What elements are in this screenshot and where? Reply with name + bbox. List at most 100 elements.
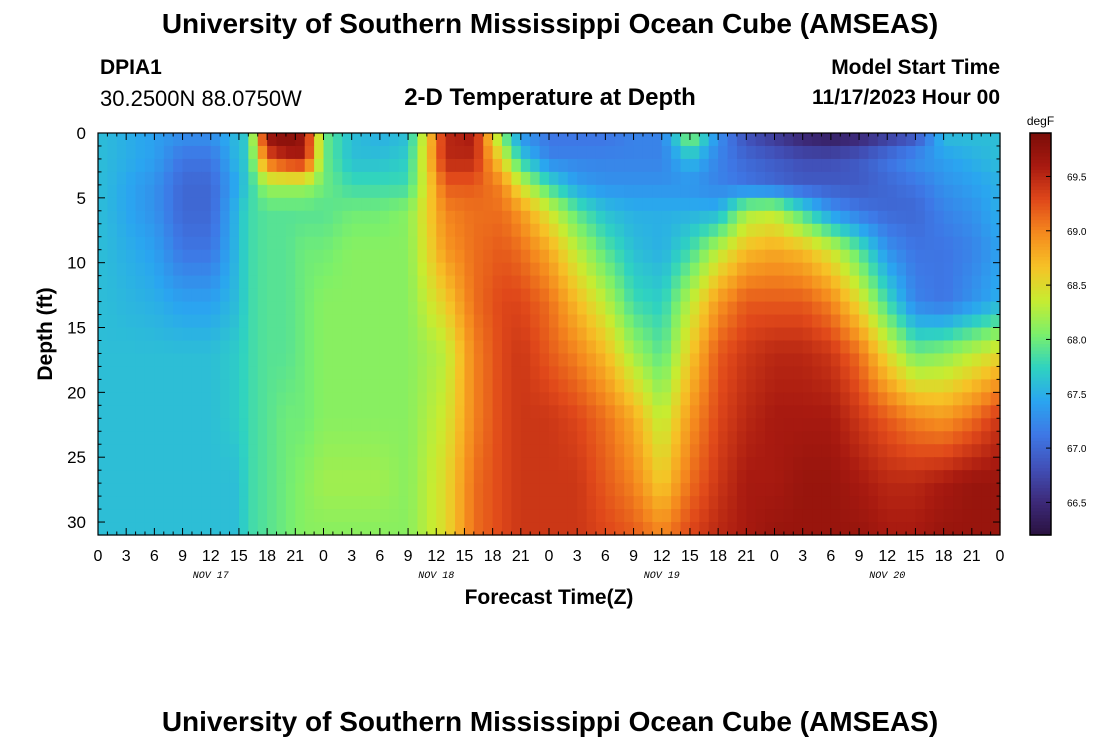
heatmap-cell: [248, 197, 259, 212]
heatmap-cell: [840, 444, 851, 458]
heatmap-cell: [981, 197, 992, 212]
heatmap-cell: [426, 210, 437, 225]
heatmap-cell: [539, 405, 550, 419]
heatmap-cell: [455, 522, 466, 536]
heatmap-cell: [154, 145, 165, 160]
heatmap-cell: [361, 158, 372, 173]
heatmap-cell: [765, 171, 776, 186]
heatmap-cell: [896, 158, 907, 173]
heatmap-cell: [389, 496, 400, 510]
heatmap-cell: [417, 444, 428, 458]
heatmap-cell: [652, 522, 663, 536]
heatmap-cell: [652, 262, 663, 277]
heatmap-cell: [398, 158, 409, 173]
heatmap-cell: [934, 431, 945, 445]
heatmap-cell: [990, 444, 1001, 458]
heatmap-cell: [680, 288, 691, 303]
heatmap-cell: [426, 249, 437, 264]
heatmap-cell: [323, 145, 334, 160]
heatmap-cell: [868, 509, 879, 523]
heatmap-cell: [295, 210, 306, 225]
heatmap-cell: [765, 133, 776, 147]
heatmap-cell: [295, 392, 306, 406]
heatmap-cell: [370, 444, 381, 458]
heatmap-cell: [840, 197, 851, 212]
heatmap-cell: [144, 301, 155, 316]
heatmap-cell: [567, 197, 578, 212]
heatmap-cell: [962, 353, 973, 368]
heatmap-cell: [652, 327, 663, 342]
heatmap-cell: [229, 288, 240, 303]
heatmap-cell: [191, 444, 202, 458]
heatmap-cell: [511, 158, 522, 173]
heatmap-cell: [887, 418, 898, 432]
heatmap-cell: [182, 470, 193, 484]
heatmap-cell: [351, 314, 362, 329]
heatmap-cell: [455, 223, 466, 238]
heatmap-cell: [135, 145, 146, 160]
heatmap-cell: [595, 444, 606, 458]
heatmap-cell: [323, 236, 334, 251]
heatmap-cell: [379, 236, 390, 251]
heatmap-cell: [652, 275, 663, 290]
heatmap-cell: [332, 314, 343, 329]
heatmap-cell: [398, 470, 409, 484]
heatmap-cell: [163, 340, 174, 355]
heatmap-cell: [107, 327, 118, 342]
heatmap-cell: [924, 133, 935, 147]
heatmap-cell: [351, 275, 362, 290]
heatmap-cell: [455, 288, 466, 303]
heatmap-cell: [953, 379, 964, 393]
heatmap-cell: [126, 431, 137, 445]
heatmap-cell: [802, 340, 813, 355]
x-tick-label: 18: [484, 548, 502, 565]
heatmap-cell: [314, 223, 325, 238]
heatmap-cell: [351, 392, 362, 406]
heatmap-cell: [830, 210, 841, 225]
heatmap-cell: [962, 457, 973, 471]
heatmap-cell: [276, 431, 287, 445]
heatmap-cell: [229, 470, 240, 484]
heatmap-cell: [276, 366, 287, 380]
heatmap-cell: [812, 314, 823, 329]
heatmap-cell: [267, 262, 278, 277]
heatmap-cell: [774, 418, 785, 432]
heatmap-cell: [859, 470, 870, 484]
heatmap-cell: [736, 522, 747, 536]
heatmap-cell: [671, 133, 682, 147]
colorbar-segment: [1030, 213, 1051, 218]
heatmap-cell: [248, 327, 259, 342]
heatmap-cell: [389, 418, 400, 432]
heatmap-cell: [915, 171, 926, 186]
heatmap-cell: [802, 405, 813, 419]
heatmap-cell: [859, 171, 870, 186]
heatmap-cell: [595, 275, 606, 290]
heatmap-cell: [426, 262, 437, 277]
heatmap-cell: [370, 418, 381, 432]
y-tick-label: 25: [67, 448, 86, 467]
heatmap-cell: [210, 158, 221, 173]
heatmap-cell: [445, 483, 456, 497]
heatmap-cell: [154, 262, 165, 277]
heatmap-cell: [877, 210, 888, 225]
heatmap-cell: [295, 145, 306, 160]
heatmap-cell: [887, 236, 898, 251]
heatmap-cell: [558, 133, 569, 147]
heatmap-cell: [455, 197, 466, 212]
heatmap-cell: [323, 496, 334, 510]
heatmap-cell: [614, 496, 625, 510]
heatmap-cell: [689, 249, 700, 264]
heatmap-cell: [107, 353, 118, 368]
heatmap-cell: [953, 496, 964, 510]
heatmap-cell: [840, 392, 851, 406]
colorbar-segment: [1030, 471, 1051, 476]
heatmap-cell: [962, 509, 973, 523]
heatmap-cell: [605, 509, 616, 523]
heatmap-cell: [295, 444, 306, 458]
heatmap-cell: [586, 223, 597, 238]
heatmap-cell: [426, 379, 437, 393]
heatmap-cell: [436, 197, 447, 212]
heatmap-cell: [257, 366, 268, 380]
heatmap-cell: [107, 457, 118, 471]
heatmap-cell: [173, 301, 184, 316]
